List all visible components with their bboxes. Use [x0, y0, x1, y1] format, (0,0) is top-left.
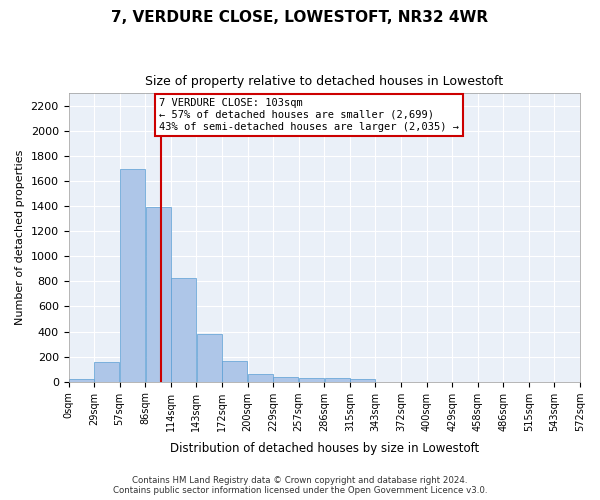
Y-axis label: Number of detached properties: Number of detached properties: [15, 150, 25, 325]
Bar: [171, 278, 196, 382]
Text: 7, VERDURE CLOSE, LOWESTOFT, NR32 4WR: 7, VERDURE CLOSE, LOWESTOFT, NR32 4WR: [112, 10, 488, 25]
X-axis label: Distribution of detached houses by size in Lowestoft: Distribution of detached houses by size …: [170, 442, 479, 455]
Bar: [325, 378, 350, 382]
Bar: [69, 379, 94, 382]
Text: 7 VERDURE CLOSE: 103sqm
← 57% of detached houses are smaller (2,699)
43% of semi: 7 VERDURE CLOSE: 103sqm ← 57% of detache…: [159, 98, 459, 132]
Bar: [350, 379, 375, 382]
Bar: [299, 378, 324, 382]
Bar: [248, 374, 273, 382]
Bar: [274, 378, 298, 382]
Bar: [222, 361, 247, 382]
Text: Contains HM Land Registry data © Crown copyright and database right 2024.
Contai: Contains HM Land Registry data © Crown c…: [113, 476, 487, 495]
Bar: [197, 334, 222, 382]
Bar: [146, 208, 170, 382]
Bar: [94, 362, 119, 382]
Title: Size of property relative to detached houses in Lowestoft: Size of property relative to detached ho…: [145, 75, 503, 88]
Bar: [120, 168, 145, 382]
